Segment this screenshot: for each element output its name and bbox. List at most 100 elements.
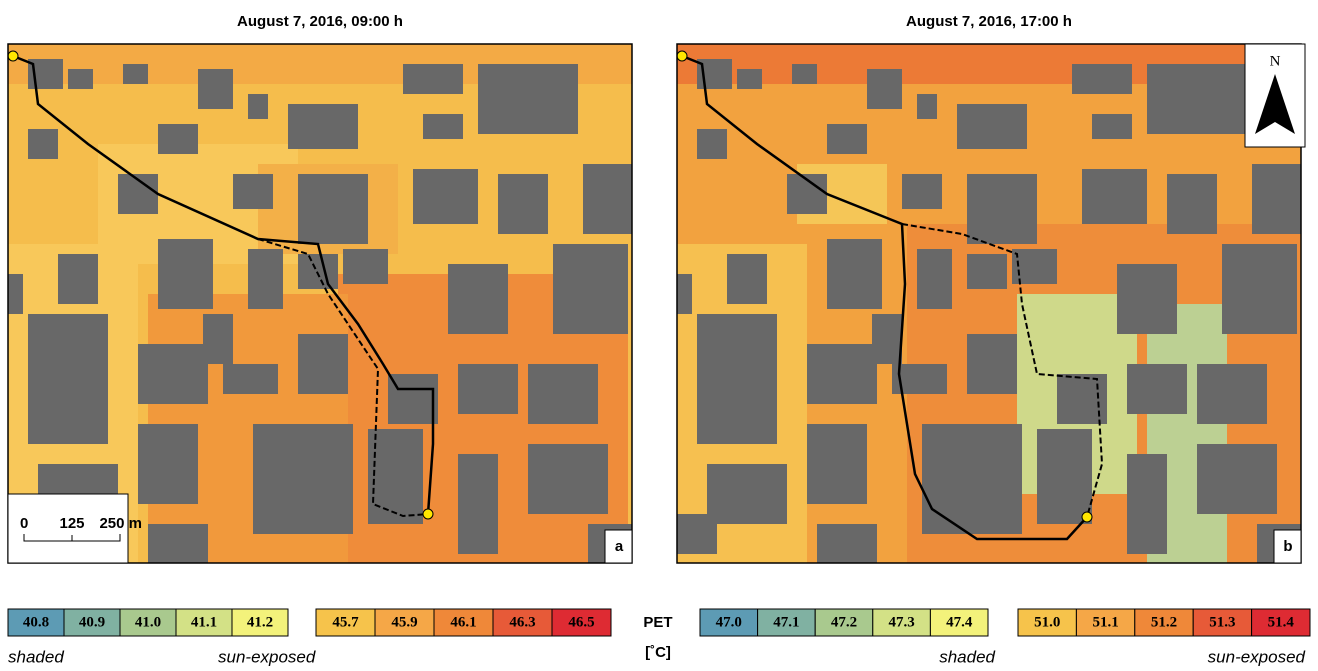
building <box>413 169 478 224</box>
building <box>233 174 273 209</box>
building <box>1197 364 1267 424</box>
building <box>253 424 353 534</box>
map-panel: a <box>8 44 632 563</box>
building <box>967 334 1017 394</box>
building <box>223 364 278 394</box>
panel-title: August 7, 2016, 17:00 h <box>906 13 1072 30</box>
building <box>737 69 762 89</box>
figure: a August 7, 2016, 09:00 h b August 7, 2016,… <box>0 0 1318 671</box>
legend-class-label: 47.2 <box>831 614 857 630</box>
building <box>448 264 508 334</box>
building <box>68 69 93 89</box>
legend-class-label: 47.0 <box>716 614 742 630</box>
building <box>458 364 518 414</box>
legend-class-label: 40.8 <box>23 614 49 630</box>
building <box>677 514 717 554</box>
building <box>872 314 902 364</box>
building <box>902 174 942 209</box>
legend-class-label: 51.4 <box>1268 614 1295 630</box>
building <box>198 69 233 109</box>
building <box>148 524 208 563</box>
legend-class-label: 51.1 <box>1092 614 1118 630</box>
scale-bar-label: 125 <box>59 515 84 532</box>
building <box>8 274 23 314</box>
building <box>817 524 877 563</box>
building <box>867 69 902 109</box>
north-label: N <box>1270 53 1281 69</box>
legend-class-label: 40.9 <box>79 614 105 630</box>
route-endpoint <box>423 509 433 519</box>
building <box>1117 264 1177 334</box>
legend-class-label: 46.5 <box>568 614 594 630</box>
building <box>423 114 463 139</box>
building <box>298 174 368 244</box>
building <box>727 254 767 304</box>
building <box>1037 429 1092 524</box>
panel-label: b <box>1283 538 1292 555</box>
building <box>138 424 198 504</box>
building <box>957 104 1027 149</box>
building <box>248 94 268 119</box>
building <box>1147 64 1247 134</box>
legend-class-label: 51.3 <box>1209 614 1235 630</box>
scale-bar-label: 250 m <box>99 515 142 532</box>
building <box>967 174 1037 244</box>
building <box>807 424 867 504</box>
building <box>917 94 937 119</box>
legend-class-label: 51.0 <box>1034 614 1060 630</box>
building <box>388 374 438 424</box>
building <box>583 164 632 234</box>
building <box>967 254 1007 289</box>
building <box>1082 169 1147 224</box>
building <box>1072 64 1132 94</box>
building <box>1127 364 1187 414</box>
legend-class-label: 47.3 <box>888 614 914 630</box>
building <box>1252 164 1301 234</box>
legend-class-label: 46.3 <box>509 614 535 630</box>
building <box>203 314 233 364</box>
legend-class-label: 51.2 <box>1151 614 1177 630</box>
building <box>58 254 98 304</box>
building <box>1222 244 1297 334</box>
north-arrow: N <box>1245 44 1305 147</box>
legend-class-label: 41.1 <box>191 614 217 630</box>
building <box>1092 114 1132 139</box>
legend-class-label: 47.4 <box>946 614 973 630</box>
building <box>28 314 108 444</box>
building <box>1167 174 1217 234</box>
panel-title: August 7, 2016, 09:00 h <box>237 13 403 30</box>
legend-class-label: 46.1 <box>450 614 476 630</box>
route-endpoint <box>8 51 18 61</box>
building <box>807 344 877 404</box>
legend-group-label: shaded <box>8 647 64 666</box>
building <box>158 239 213 309</box>
building <box>158 124 198 154</box>
building <box>528 364 598 424</box>
building <box>528 444 608 514</box>
building <box>343 249 388 284</box>
scale-bar-label: 0 <box>20 515 28 532</box>
building <box>827 124 867 154</box>
building <box>498 174 548 234</box>
route-endpoint <box>677 51 687 61</box>
building <box>298 334 348 394</box>
legend-class-label: 47.1 <box>773 614 799 630</box>
building <box>403 64 463 94</box>
building <box>917 249 952 309</box>
legend-group-label: sun-exposed <box>218 647 316 666</box>
unit-label: [˚C] <box>645 644 671 661</box>
building <box>697 314 777 444</box>
map-panel: b <box>677 44 1301 563</box>
unit-name: PET <box>643 614 672 631</box>
building <box>458 454 498 554</box>
building <box>677 274 692 314</box>
building <box>248 249 283 309</box>
scale-bar: 0 125 250 m <box>8 494 142 563</box>
building <box>478 64 578 134</box>
building <box>1127 454 1167 554</box>
figure-canvas: a August 7, 2016, 09:00 h b August 7, 2016,… <box>0 0 1318 671</box>
building <box>707 464 787 524</box>
building <box>792 64 817 84</box>
building <box>138 344 208 404</box>
building <box>1197 444 1277 514</box>
